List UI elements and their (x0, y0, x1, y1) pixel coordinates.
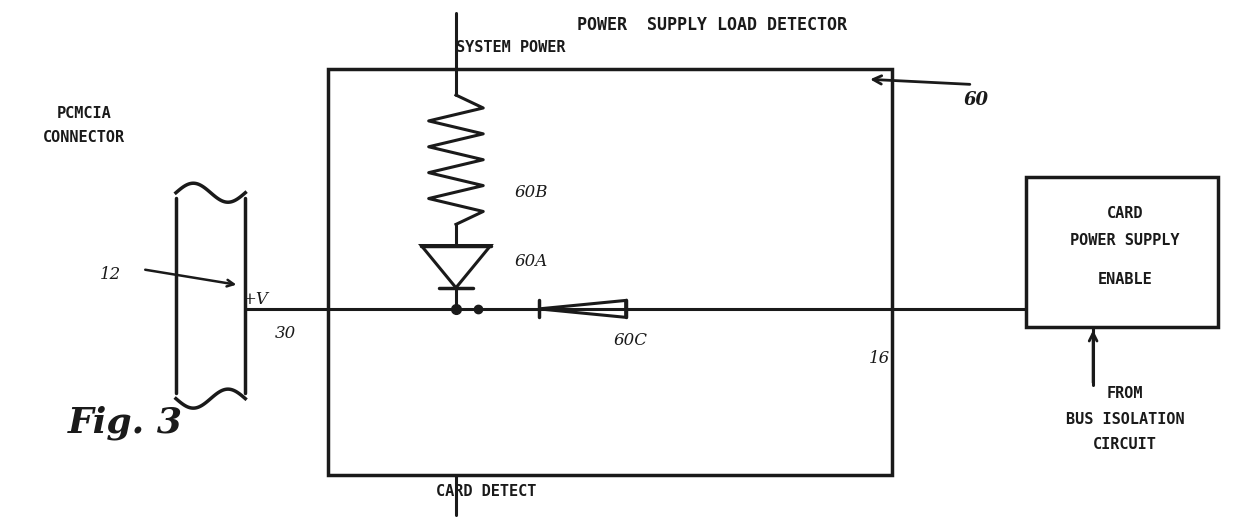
Text: FROM: FROM (1106, 386, 1144, 401)
Text: ENABLE: ENABLE (1098, 272, 1152, 287)
Text: CIRCUIT: CIRCUIT (1093, 437, 1157, 452)
Text: CARD DETECT: CARD DETECT (435, 484, 536, 499)
Text: 30: 30 (275, 325, 296, 342)
Bar (328, 69, 892, 475)
Text: 16: 16 (869, 350, 890, 366)
Text: POWER SUPPLY: POWER SUPPLY (1070, 233, 1180, 248)
Text: 12: 12 (100, 266, 121, 283)
Text: CONNECTOR: CONNECTOR (43, 130, 125, 145)
Text: SYSTEM POWER: SYSTEM POWER (456, 41, 565, 55)
Text: +V: +V (242, 291, 268, 308)
Text: Fig. 3: Fig. 3 (68, 405, 183, 440)
Text: CARD: CARD (1106, 206, 1144, 221)
Text: 60A: 60A (514, 253, 548, 270)
Text: BUS ISOLATION: BUS ISOLATION (1066, 412, 1184, 427)
Text: PCMCIA: PCMCIA (57, 107, 112, 121)
Text: 60B: 60B (514, 184, 548, 201)
Text: 60C: 60C (613, 332, 647, 349)
Text: POWER  SUPPLY LOAD DETECTOR: POWER SUPPLY LOAD DETECTOR (577, 16, 847, 34)
Bar (1026, 177, 1218, 327)
Text: 60: 60 (964, 91, 989, 109)
